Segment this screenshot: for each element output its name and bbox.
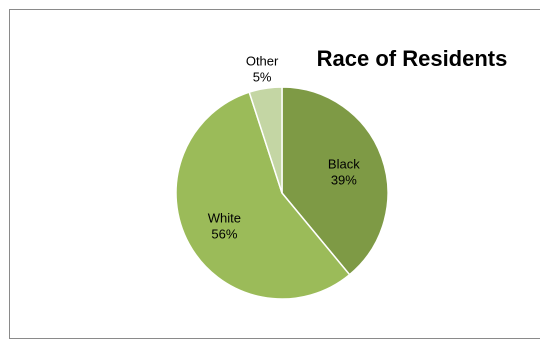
pie-slice-black [281,86,389,276]
slice-category-label: Other [246,53,279,68]
pie-slices [175,86,389,300]
chart-title: Race of Residents [317,46,508,71]
slice-value-label: 56% [211,227,237,242]
slice-category-label: White [208,211,241,226]
slice-category-label: Black [328,157,360,172]
pie-slice-other [248,86,283,194]
slice-value-label: 39% [331,173,357,188]
pie-slice-white [175,91,351,300]
slice-value-label: 5% [253,69,272,84]
